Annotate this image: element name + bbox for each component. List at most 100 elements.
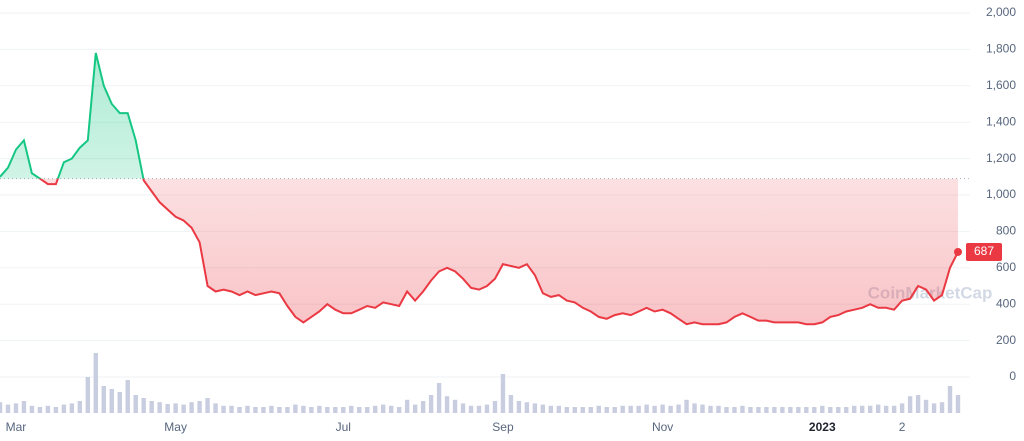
volume-bar: [780, 407, 785, 413]
volume-bar: [428, 395, 434, 413]
volume-bar: [796, 407, 801, 413]
volume-bar: [500, 374, 506, 413]
volume-bar: [891, 405, 897, 413]
volume-bar: [53, 407, 59, 413]
volume-bar: [875, 404, 881, 413]
y-tick-label: 200: [996, 333, 1016, 347]
volume-bar: [181, 404, 186, 413]
volume-bar: [444, 396, 450, 413]
price-tag: [966, 242, 1002, 261]
volume-bar: [85, 377, 91, 413]
volume-bar: [836, 407, 841, 413]
volume-bar: [388, 405, 394, 413]
volume-bar: [205, 398, 210, 413]
y-tick-label: 800: [996, 224, 1016, 238]
x-tick-label: 2023: [809, 420, 836, 434]
volume-bar: [899, 403, 905, 413]
volume-bar: [149, 401, 154, 413]
volume-bar: [221, 405, 226, 413]
volume-bar: [261, 407, 266, 413]
y-tick-label: 0: [1009, 369, 1016, 383]
y-tick-label: 600: [996, 260, 1016, 274]
volume-bar: [436, 383, 442, 413]
volume-bar: [381, 404, 386, 413]
volume-bar: [788, 407, 793, 413]
volume-bar: [197, 401, 202, 413]
volume-bar: [45, 405, 51, 413]
area-up: [0, 53, 144, 179]
y-tick-label: 1,000: [986, 187, 1016, 201]
volume-bar: [189, 402, 194, 413]
volume-bar: [740, 405, 745, 413]
volume-bar: [277, 407, 282, 413]
volume-bar: [365, 407, 370, 413]
down-region: [0, 178, 959, 326]
volume-bar: [420, 401, 426, 413]
volume-bar: [484, 404, 490, 413]
volume-bar: [245, 405, 250, 413]
volume-bar: [325, 407, 330, 413]
volume-bar: [692, 403, 697, 413]
volume-bar: [101, 386, 106, 413]
up-region: [0, 52, 145, 179]
volume-bar: [476, 405, 482, 413]
volume-bar: [748, 407, 753, 413]
volume-bar: [237, 407, 242, 413]
volume-bar: [708, 405, 713, 413]
x-tick-label: Jul: [336, 420, 351, 434]
price-tag-label: 687: [974, 244, 994, 258]
volume-bar: [29, 405, 35, 413]
volume-bar: [213, 403, 218, 413]
volume-bar: [947, 386, 953, 413]
y-tick-label: 1,400: [986, 114, 1016, 128]
volume-bar: [620, 405, 625, 413]
volume-bar: [229, 405, 234, 413]
area-down: [0, 178, 958, 325]
volume-bar: [21, 401, 27, 413]
volume-bar: [852, 405, 857, 413]
x-tick-label: 2: [899, 420, 906, 434]
volume-bar: [804, 407, 809, 413]
volume-bar: [628, 405, 633, 413]
volume-bar: [77, 401, 83, 413]
volume-bar: [716, 405, 721, 413]
y-tick-label: 1,600: [986, 78, 1016, 92]
volume-bar: [0, 402, 3, 413]
volume-bar: [844, 407, 849, 413]
volume-bar: [13, 403, 19, 413]
volume-bar: [923, 399, 929, 413]
y-tick-label: 400: [996, 296, 1016, 310]
volume-bar: [588, 407, 593, 413]
x-tick-label: Mar: [6, 420, 27, 434]
volume-bar: [772, 407, 777, 413]
volume-bar: [109, 389, 114, 413]
volume-bar: [293, 404, 298, 413]
volume-bar: [644, 404, 649, 413]
volume-bar: [165, 404, 170, 413]
volume-bar: [867, 405, 873, 413]
volume-bar: [69, 403, 75, 413]
y-tick-label: 1,800: [986, 42, 1016, 56]
volume-bar: [508, 395, 514, 413]
volume-bar: [548, 405, 554, 413]
volume-bar: [404, 399, 410, 413]
volume-bar: [317, 405, 322, 413]
y-tick-label: 2,000: [986, 5, 1016, 19]
volume-bar: [636, 405, 641, 413]
volume-bar: [540, 404, 546, 413]
volume-bar: [955, 395, 961, 413]
volume-bar: [349, 405, 354, 413]
volume-bar: [117, 392, 122, 413]
volume-bar: [612, 407, 617, 413]
volume-bar: [860, 405, 865, 413]
volume-bar: [732, 407, 737, 413]
volume-bar: [915, 395, 921, 413]
volume-bar: [572, 407, 577, 413]
x-tick-label: Sep: [492, 420, 514, 434]
volume-bar: [756, 407, 761, 413]
volume-bar: [652, 405, 657, 413]
volume-bar: [468, 405, 474, 413]
volume-bar: [676, 404, 681, 413]
volume-bar: [532, 403, 538, 413]
